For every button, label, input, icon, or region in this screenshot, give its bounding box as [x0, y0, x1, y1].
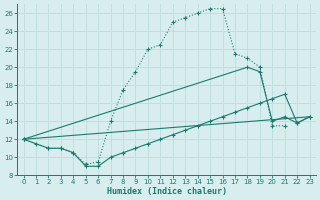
X-axis label: Humidex (Indice chaleur): Humidex (Indice chaleur) [107, 187, 227, 196]
